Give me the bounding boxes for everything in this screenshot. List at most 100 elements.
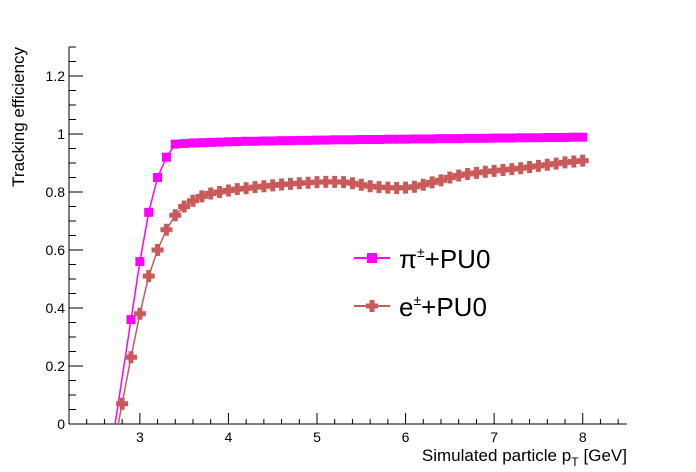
series-electron (116, 154, 589, 425)
data-point-electron (576, 154, 589, 167)
data-point-electron (470, 166, 483, 179)
legend: π±+PU0 e±+PU0 (354, 244, 490, 322)
legend-marker-pion (367, 253, 377, 263)
y-tick-label: 0 (57, 416, 65, 432)
data-point-pion (153, 173, 163, 182)
data-point-electron (257, 180, 270, 193)
data-point-electron (213, 186, 226, 198)
data-point-electron (195, 190, 208, 203)
data-point-electron (514, 162, 527, 175)
data-point-pion (374, 135, 384, 145)
data-point-pion (516, 133, 526, 143)
y-tick-label: 1 (57, 126, 65, 142)
data-point-electron (559, 156, 571, 169)
data-point-electron (497, 163, 509, 176)
series-layer (114, 132, 589, 425)
legend-label-pion: π±+PU0 (399, 244, 490, 274)
data-point-electron (346, 177, 359, 190)
data-point-pion (418, 134, 428, 144)
data-point-pion (401, 134, 411, 144)
data-point-electron (541, 158, 554, 171)
data-point-electron (187, 194, 199, 207)
data-point-electron (178, 200, 191, 213)
y-tick-label: 0.2 (46, 358, 66, 374)
data-point-pion (560, 132, 570, 142)
x-tick-label: 3 (136, 429, 144, 445)
data-point-electron (417, 178, 430, 191)
data-point-pion (551, 132, 561, 142)
data-point-pion (294, 135, 304, 145)
data-point-electron (319, 175, 332, 188)
data-point-electron (550, 157, 563, 170)
data-point-electron (284, 177, 297, 190)
data-point-electron (266, 179, 279, 192)
data-point-pion (436, 134, 446, 144)
data-point-electron (532, 159, 545, 172)
data-point-electron (160, 223, 173, 236)
data-point-electron (435, 174, 447, 187)
y-tick-label: 0.4 (46, 300, 66, 316)
x-tick-label: 7 (490, 429, 498, 445)
y-tick-label: 1.2 (46, 68, 66, 84)
x-axis-title-sub: T (571, 455, 579, 469)
data-point-pion (347, 135, 357, 145)
x-axis-title-unit: [GeV] (584, 446, 627, 465)
data-point-pion (525, 133, 535, 143)
data-point-pion (356, 135, 366, 145)
data-point-pion (454, 134, 464, 144)
data-point-electron (337, 176, 350, 189)
data-point-electron (275, 178, 288, 191)
legend-entry-electron: e±+PU0 (354, 292, 487, 322)
data-point-pion (427, 134, 437, 144)
legend-marker-electron (366, 300, 378, 312)
data-point-electron (133, 307, 146, 320)
y-axis-title: Tracking efficiency (9, 47, 28, 187)
x-axis-title: Simulated particle pT [GeV] (422, 446, 627, 469)
data-point-pion (321, 135, 331, 145)
data-point-electron (204, 187, 217, 200)
y-tick-labels: 0 0.2 0.4 0.6 0.8 1 1.2 (46, 68, 66, 432)
data-point-electron (240, 182, 253, 195)
data-point-electron (452, 169, 465, 182)
data-point-pion (206, 137, 216, 147)
data-point-electron (461, 168, 474, 181)
data-point-electron (479, 165, 492, 178)
data-point-pion (569, 132, 579, 142)
legend-entry-pion: π±+PU0 (354, 244, 490, 274)
data-point-pion (285, 136, 295, 146)
x-tick-labels: 3 4 5 6 7 8 (136, 429, 587, 445)
data-point-electron (169, 209, 182, 222)
legend-label-electron: e±+PU0 (399, 292, 487, 322)
data-point-electron (355, 178, 368, 191)
data-point-electron (125, 351, 137, 364)
data-point-pion (578, 132, 588, 142)
y-tick-label: 0.6 (46, 242, 66, 258)
data-point-pion (507, 133, 517, 143)
data-point-pion (392, 134, 402, 144)
axis-ticks (68, 46, 619, 425)
data-point-pion (135, 257, 145, 267)
data-point-pion (241, 136, 251, 146)
data-point-pion (170, 139, 180, 149)
data-point-electron (390, 181, 403, 194)
data-point-electron (399, 181, 412, 194)
x-tick-label: 4 (225, 429, 233, 445)
data-point-electron (142, 270, 155, 283)
data-point-pion (463, 133, 473, 143)
data-point-electron (302, 176, 315, 189)
data-point-electron (222, 184, 235, 197)
data-point-pion (339, 135, 349, 145)
data-point-electron (505, 163, 518, 176)
data-point-pion (197, 138, 207, 148)
data-point-electron (523, 161, 536, 174)
data-point-electron (249, 181, 261, 194)
data-point-pion (215, 137, 225, 147)
data-point-electron (364, 180, 377, 193)
data-point-pion (250, 136, 260, 146)
data-point-pion (383, 134, 393, 144)
data-point-pion (126, 315, 136, 325)
data-point-electron (443, 171, 456, 184)
data-point-pion (312, 135, 322, 145)
data-point-pion (409, 134, 419, 144)
